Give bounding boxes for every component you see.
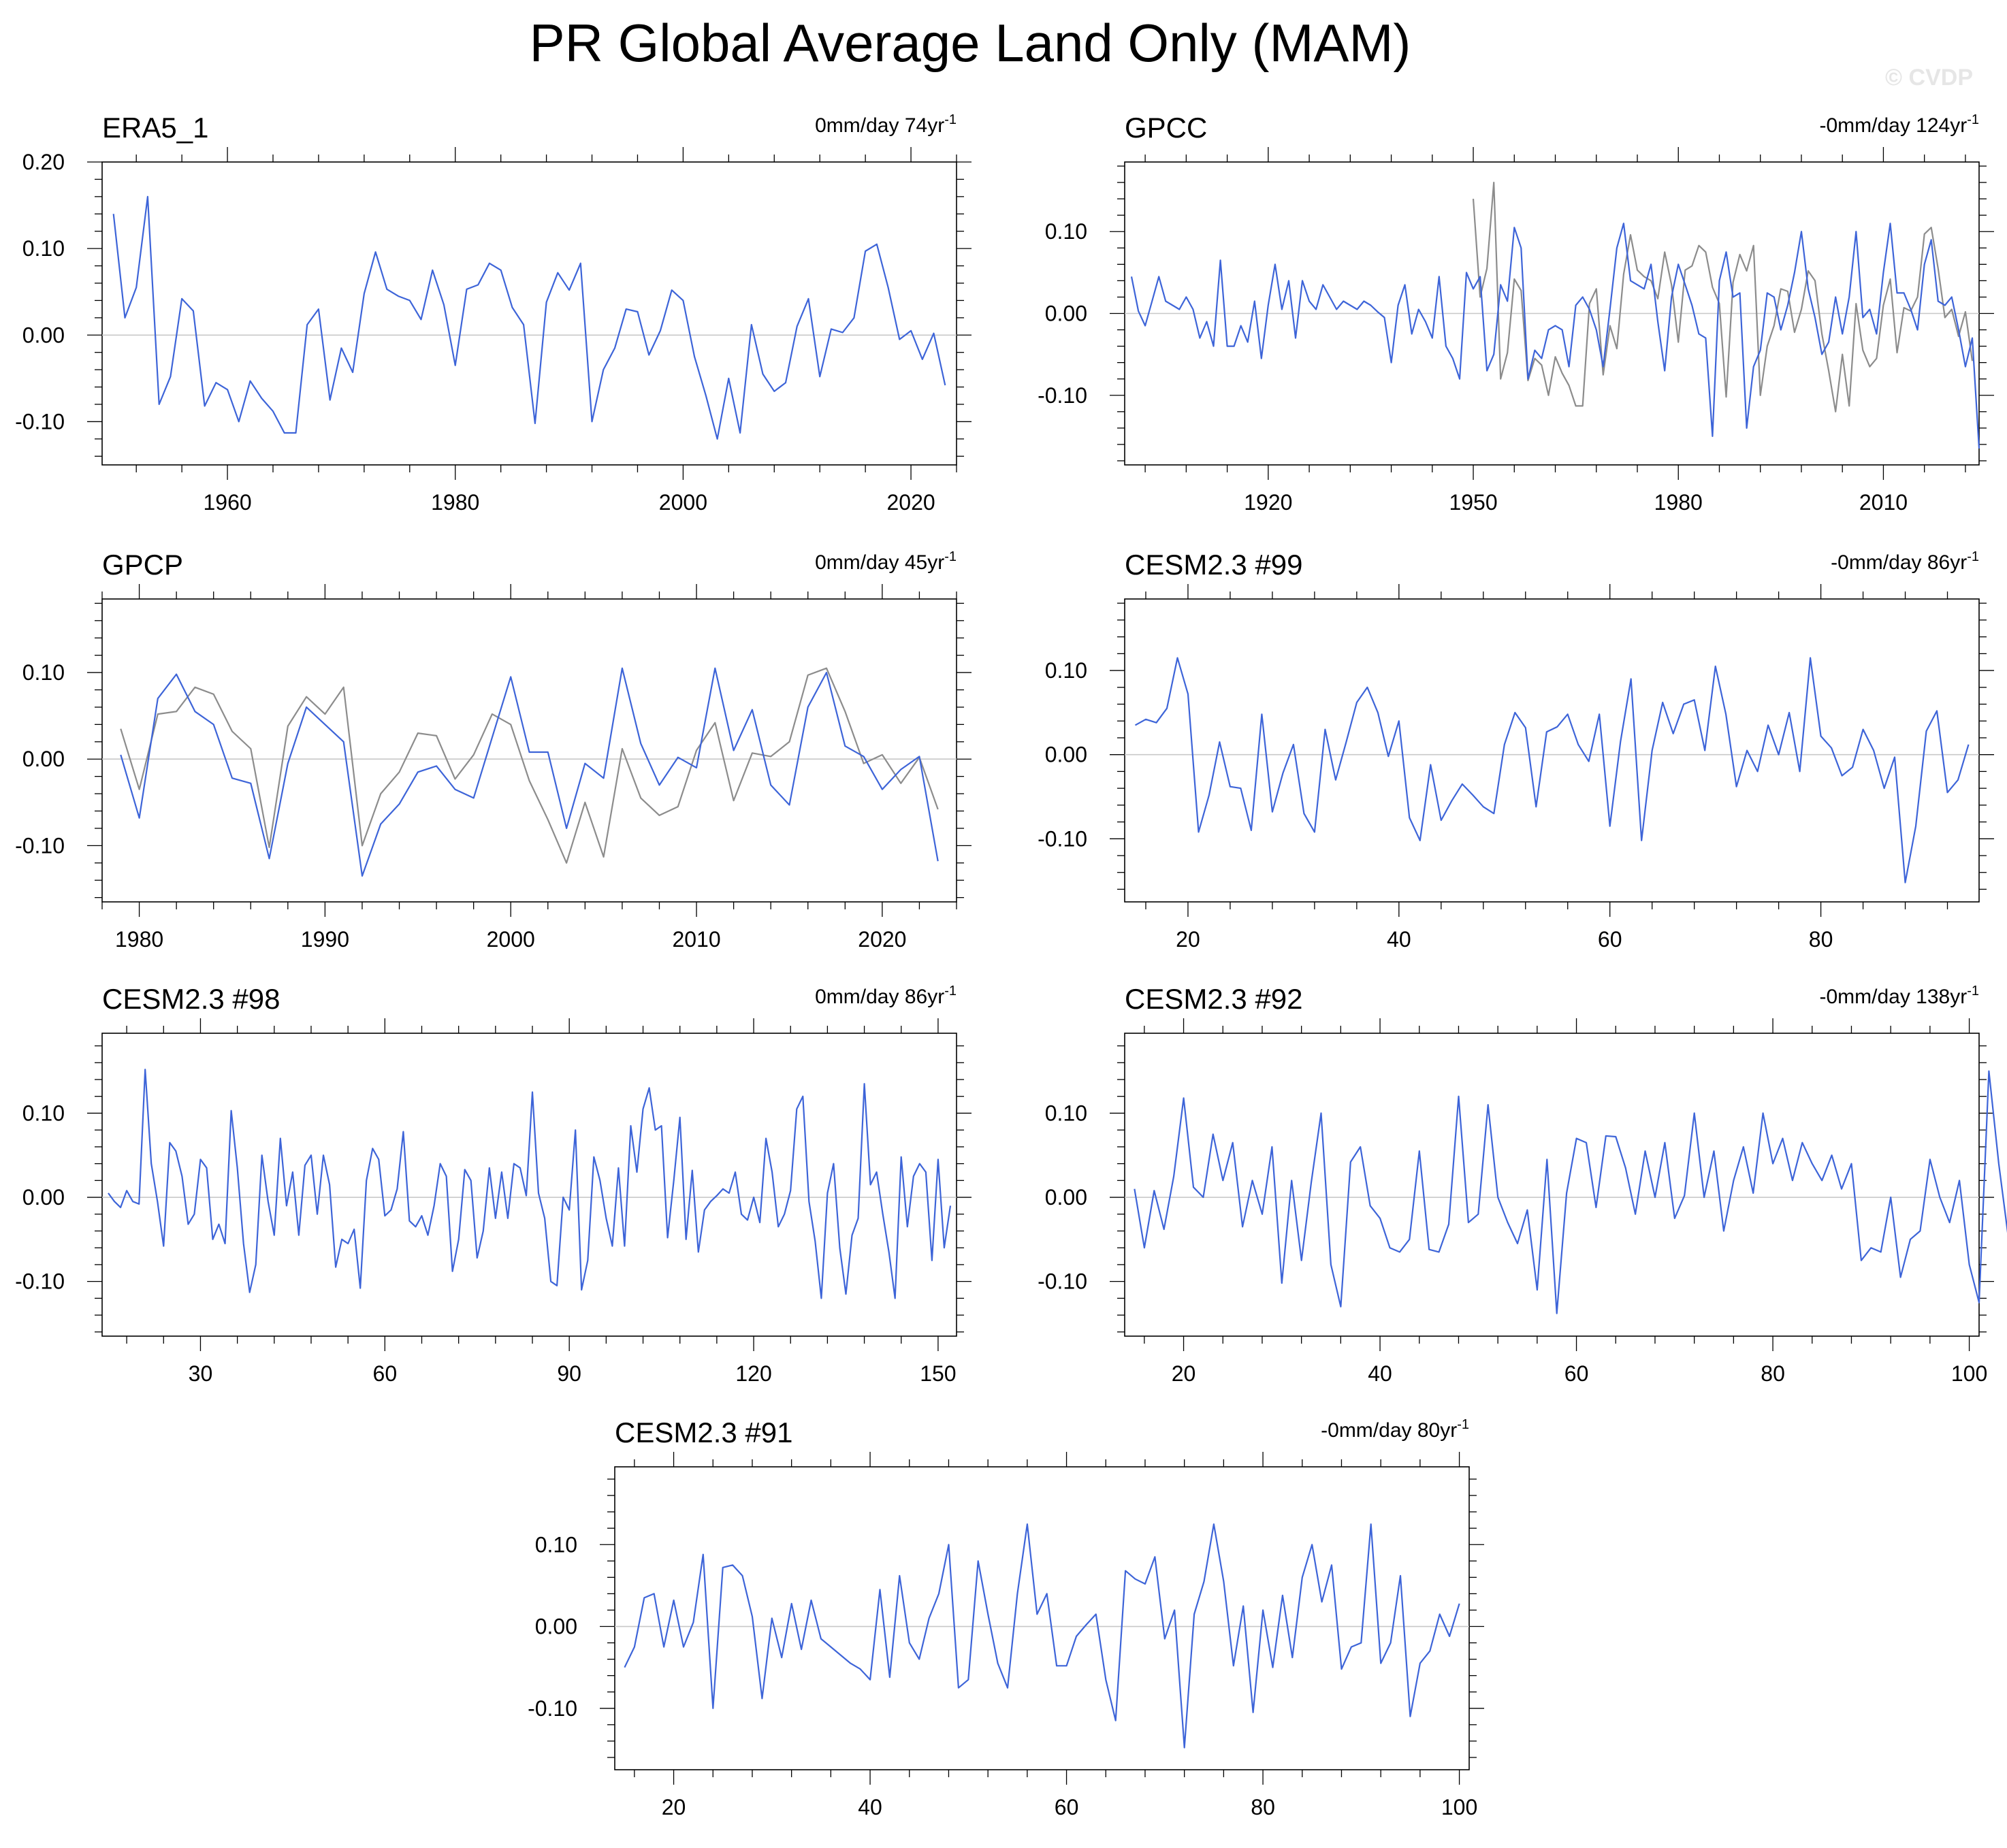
panel-cesm2-3-98-ytick-label: 0.00 (22, 1185, 65, 1210)
panel-cesm2-3-92-ytick-label: 0.00 (1045, 1185, 1087, 1210)
panel-era5-1-trend-label: 0mm/day 74yr-1 (815, 112, 957, 137)
panel-cesm2-3-91-frame (614, 1466, 1470, 1770)
cvdp-watermark: © CVDP (1885, 65, 1973, 91)
panel-cesm2-3-98-title: CESM2.3 #98 (102, 983, 280, 1015)
panel-cesm2-3-91-trend-label: -0mm/day 80yr-1 (1321, 1417, 1469, 1442)
panel-cesm2-3-99-series-line (1134, 657, 1970, 884)
panel-gpcp-title: GPCP (102, 549, 183, 581)
panel-cesm2-3-92-title: CESM2.3 #92 (1125, 983, 1302, 1015)
panel-era5-1-xtick-label: 1960 (203, 490, 251, 515)
panel-gpcp-xtick-label: 2020 (858, 927, 906, 952)
panel-era5-1-xtick-label: 2020 (886, 490, 935, 515)
panel-cesm2-3-99-trend-label: -0mm/day 86yr-1 (1831, 549, 1979, 574)
panel-cesm2-3-92-xtick-label: 60 (1564, 1361, 1589, 1386)
panel-cesm2-3-98: 30 60 90 120 150 -0.10 0.00 0.10 CESM2.3 #98 0mm/… (15, 983, 972, 1386)
panel-gpcp-ytick-label: 0.10 (22, 660, 65, 685)
panel-cesm2-3-98-trend-label: 0mm/day 86yr-1 (815, 984, 957, 1008)
panel-cesm2-3-92-series-line (1134, 1070, 2007, 1314)
panel-cesm2-3-92-xtick-label: 80 (1761, 1361, 1785, 1386)
panel-gpcp-xtick-label: 1990 (301, 927, 349, 952)
panel-cesm2-3-92-xtick-label: 20 (1172, 1361, 1196, 1386)
panel-gpcp-frame (101, 598, 957, 903)
panel-gpcc: 1920 1950 1980 2010 -0.10 0.00 0.10 GPCC -0mm/da… (1038, 112, 1994, 515)
panel-cesm2-3-98-frame (101, 1033, 957, 1337)
panel-cesm2-3-91-ytick-label: 0.00 (535, 1615, 577, 1639)
panel-era5-1-ytick-label: 0.20 (22, 150, 65, 174)
panel-cesm2-3-91-title: CESM2.3 #91 (615, 1416, 792, 1448)
panel-gpcp-ytick-label: 0.00 (22, 747, 65, 771)
panel-cesm2-3-92-trend-label: -0mm/day 138yr-1 (1819, 984, 1979, 1008)
panel-cesm2-3-91-ytick-label: 0.10 (535, 1532, 577, 1557)
panel-cesm2-3-91-xtick-label: 40 (858, 1795, 882, 1819)
panel-cesm2-3-98-series-line (108, 1069, 952, 1299)
panel-cesm2-3-99-title: CESM2.3 #99 (1125, 549, 1302, 581)
panel-cesm2-3-98-ytick-label: -0.10 (15, 1269, 65, 1294)
panel-gpcp-xtick-label: 2000 (487, 927, 535, 952)
panel-cesm2-3-99-xtick-label: 40 (1387, 927, 1411, 952)
panel-gpcc-xtick-label: 1980 (1654, 490, 1703, 515)
panel-gpcc-ytick-label: 0.10 (1045, 219, 1087, 244)
panel-cesm2-3-92-ytick-label: -0.10 (1038, 1269, 1087, 1294)
panel-cesm2-3-91-xtick-label: 100 (1441, 1795, 1477, 1819)
panel-cesm2-3-92: 20 40 60 80 100 -0.10 0.00 0.10 CESM2.3 #92 -0mm/… (1038, 983, 2007, 1386)
panel-gpcc-ytick-label: 0.00 (1045, 302, 1087, 326)
panel-gpcc-xtick-label: 1920 (1244, 490, 1292, 515)
panel-cesm2-3-99-ytick-label: 0.10 (1045, 658, 1087, 683)
panel-gpcp-xtick-label: 2010 (672, 927, 720, 952)
panel-cesm2-3-99-xtick-label: 20 (1176, 927, 1200, 952)
panel-cesm2-3-98-xtick-label: 120 (735, 1361, 771, 1386)
panel-cesm2-3-91-xtick-label: 20 (662, 1795, 686, 1819)
panel-era5-1-title: ERA5_1 (102, 112, 208, 144)
panel-gpcc-trend-label: -0mm/day 124yr-1 (1819, 112, 1979, 137)
panel-gpcp-series-line (120, 667, 939, 877)
panel-gpcc-overlay-line (1472, 182, 1974, 412)
panel-gpcp: 1980 1990 2000 2010 2020 -0.10 0.00 0.10 GPCP 0mm… (15, 549, 972, 952)
panel-gpcc-xtick-label: 2010 (1859, 490, 1908, 515)
panel-cesm2-3-98-xtick-label: 150 (920, 1361, 956, 1386)
panel-cesm2-3-91-series-line (624, 1523, 1460, 1749)
panel-era5-1-frame (101, 161, 957, 466)
panel-era5-1: 1960 1980 2000 2020 -0.10 0.00 0.10 0.20 ERA5_1 0… (15, 112, 972, 515)
panel-gpcp-ytick-label: -0.10 (15, 833, 65, 858)
panel-cesm2-3-92-frame (1124, 1033, 1980, 1337)
panel-cesm2-3-98-ytick-label: 0.10 (22, 1101, 65, 1125)
panel-cesm2-3-92-xtick-label: 100 (1951, 1361, 1987, 1386)
panel-cesm2-3-91: 20 40 60 80 100 -0.10 0.00 0.10 CESM2.3 #91 -0mm/… (528, 1416, 1484, 1819)
panel-cesm2-3-98-xtick-label: 30 (189, 1361, 213, 1386)
panel-cesm2-3-99-xtick-label: 60 (1598, 927, 1622, 952)
panel-era5-1-ytick-label: -0.10 (15, 409, 65, 434)
panel-cesm2-3-98-xtick-label: 90 (557, 1361, 581, 1386)
panel-gpcp-trend-label: 0mm/day 45yr-1 (815, 549, 957, 574)
panel-cesm2-3-99-frame (1124, 598, 1980, 903)
panel-era5-1-xtick-label: 1980 (431, 490, 479, 515)
panel-cesm2-3-91-ytick-label: -0.10 (528, 1696, 577, 1721)
panel-cesm2-3-99-xtick-label: 80 (1809, 927, 1833, 952)
panel-gpcc-xtick-label: 1950 (1449, 490, 1497, 515)
figure-title: PR Global Average Land Only (MAM) (530, 13, 1411, 73)
panel-era5-1-xtick-label: 2000 (659, 490, 707, 515)
panel-gpcc-ytick-label: -0.10 (1038, 383, 1087, 408)
panel-cesm2-3-92-xtick-label: 40 (1368, 1361, 1392, 1386)
panel-cesm2-3-98-xtick-label: 60 (373, 1361, 398, 1386)
panel-cesm2-3-91-xtick-label: 80 (1251, 1795, 1275, 1819)
panel-cesm2-3-92-ytick-label: 0.10 (1045, 1101, 1087, 1125)
panel-era5-1-series-line (112, 195, 946, 440)
panel-cesm2-3-99: 20 40 60 80 -0.10 0.00 0.10 CESM2.3 #99 -0mm/day… (1038, 549, 1994, 952)
panel-gpcc-title: GPCC (1125, 112, 1207, 144)
panel-cesm2-3-99-ytick-label: -0.10 (1038, 826, 1087, 851)
panel-cesm2-3-91-xtick-label: 60 (1055, 1795, 1079, 1819)
panel-gpcc-series-line (1130, 223, 1980, 449)
panel-gpcp-xtick-label: 1980 (115, 927, 163, 952)
panel-era5-1-ytick-label: 0.10 (22, 236, 65, 261)
panel-gpcp-overlay-line (120, 667, 939, 864)
panel-era5-1-ytick-label: 0.00 (22, 323, 65, 347)
panel-cesm2-3-99-ytick-label: 0.00 (1045, 743, 1087, 767)
